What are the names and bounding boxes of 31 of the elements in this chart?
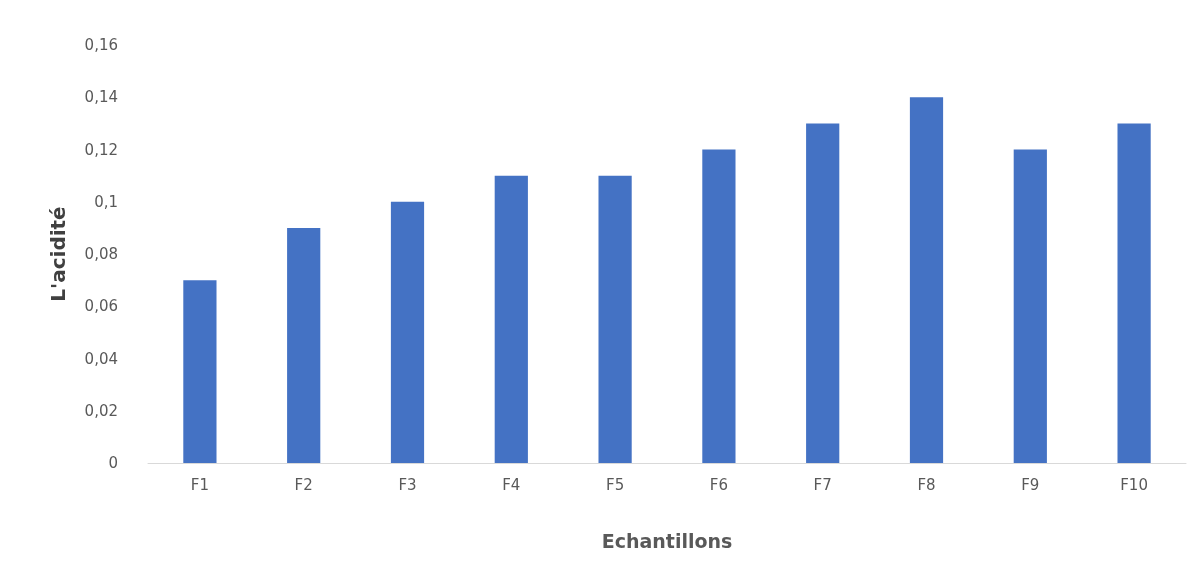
bar xyxy=(1117,123,1151,463)
bar xyxy=(806,123,840,463)
y-tick-label: 0,14 xyxy=(84,88,118,107)
y-axis-title: L'acidité xyxy=(46,206,70,302)
y-tick-label: 0 xyxy=(108,454,118,472)
y-tick-label: 0,02 xyxy=(84,401,118,420)
y-tick-label: 0,12 xyxy=(84,140,118,159)
x-axis-title: Echantillons xyxy=(601,529,733,552)
bar xyxy=(598,175,632,463)
bar xyxy=(494,175,528,463)
y-tick-label: 0,06 xyxy=(84,297,118,316)
bar xyxy=(1013,149,1047,463)
y-tick-label: 0,1 xyxy=(94,192,118,211)
x-tick-label: F2 xyxy=(294,475,313,494)
x-tick-label: F10 xyxy=(1120,475,1148,494)
x-tick-label: F1 xyxy=(190,475,209,494)
y-tick-label: 0,04 xyxy=(84,349,118,368)
x-tick-label: F3 xyxy=(398,475,417,494)
x-tick-label: F4 xyxy=(502,475,521,494)
bar xyxy=(702,149,736,463)
x-tick-label: F9 xyxy=(1021,475,1040,494)
bar xyxy=(183,280,217,463)
y-tick-label: 0,16 xyxy=(84,36,118,54)
x-tick-label: F8 xyxy=(917,475,936,494)
bar xyxy=(287,227,321,463)
x-tick-label: F5 xyxy=(606,475,625,494)
x-tick-label: F7 xyxy=(813,475,832,494)
x-tick-label: F6 xyxy=(709,475,728,494)
bar xyxy=(909,97,944,463)
bar xyxy=(390,201,425,463)
y-tick-label: 0,08 xyxy=(84,245,118,263)
